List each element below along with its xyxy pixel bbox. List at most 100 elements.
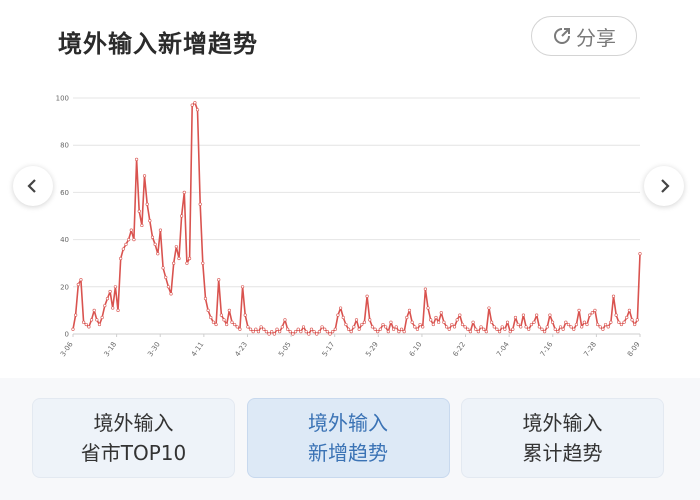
data-point [413,325,417,329]
data-point [535,313,539,317]
data-point [365,294,369,298]
data-point [596,322,600,327]
tab-new-trend[interactable]: 境外输入 新增趋势 [246,398,450,478]
data-point [439,311,443,315]
data-point [394,325,398,329]
tab-bar: 境外输入 省市TOP10 境外输入 新增趋势 境外输入 累计趋势 [32,398,664,478]
data-point [230,320,234,324]
data-point [505,320,510,324]
data-point [376,330,380,334]
data-point [87,325,91,329]
data-point [346,327,351,331]
data-point [513,315,518,320]
data-point [397,330,401,334]
data-point [368,318,372,322]
data-point [405,315,409,320]
data-point [150,235,155,239]
data-point [352,325,356,329]
data-point [81,320,86,324]
data-point [617,320,621,324]
data-point [625,315,629,320]
data-point [553,327,557,331]
data-point [293,330,298,334]
data-point [407,308,412,312]
data-point [113,285,117,289]
data-point [558,325,563,329]
data-point [301,325,306,329]
data-point [89,318,94,322]
data-point [543,330,547,334]
data-point [217,278,221,282]
tab-label-line2: 新增趋势 [308,441,388,465]
data-point [164,275,168,279]
data-point [606,325,610,329]
tab-label-line2: 累计趋势 [522,441,603,465]
data-point [548,313,552,317]
data-point [590,311,594,315]
data-point [391,327,396,331]
data-point [320,325,324,329]
data-point [503,327,507,331]
data-point [256,330,261,334]
data-point [158,228,163,232]
data-point [516,322,520,327]
next-button[interactable] [644,166,684,206]
y-tick-label: 60 [60,189,69,197]
data-point [278,330,282,334]
data-point [315,332,319,336]
data-point [598,325,602,329]
data-point [267,332,271,336]
data-point [97,322,102,327]
data-point [362,320,367,324]
data-point [172,261,176,265]
share-icon [554,28,570,44]
data-point [545,325,549,329]
prev-button[interactable] [13,166,53,206]
data-point [92,308,96,312]
x-tick-label: 8-09 [626,341,642,359]
x-tick-label: 6-22 [452,341,468,359]
data-point [225,322,229,327]
data-point [622,320,626,324]
x-tick-label: 6-10 [408,341,424,359]
data-point [169,292,173,296]
data-point [177,256,181,261]
data-point [195,108,200,112]
data-point [323,327,327,331]
data-point [280,325,284,329]
data-point [79,278,83,282]
data-point [262,327,266,331]
data-point [360,322,364,327]
data-point [296,327,300,331]
data-point [627,308,632,312]
data-point [386,330,390,334]
data-point [429,318,433,322]
data-point [317,330,322,334]
data-point [341,315,345,320]
data-point [384,325,388,329]
tab-province-top10[interactable]: 境外输入 省市TOP10 [32,398,235,478]
share-button[interactable]: 分享 [531,16,637,56]
data-point [402,330,406,334]
x-tick-label: 3-30 [146,341,162,359]
data-point [108,289,112,294]
y-tick-label: 20 [60,283,69,291]
data-point [156,252,160,256]
tab-cumulative-trend[interactable]: 境外输入 累计趋势 [461,398,664,478]
data-point [145,202,149,206]
data-point [333,327,337,331]
data-point [492,325,496,329]
data-point [423,287,427,291]
data-point [421,325,425,329]
y-tick-label: 100 [56,95,69,103]
data-point [240,285,245,289]
data-point [389,320,393,324]
data-point [111,306,115,310]
data-point [251,330,255,334]
data-point [206,308,210,312]
data-point [219,313,223,317]
y-tick-label: 0 [65,331,69,339]
data-point [349,330,353,334]
data-point [444,325,449,329]
data-point [556,330,560,334]
